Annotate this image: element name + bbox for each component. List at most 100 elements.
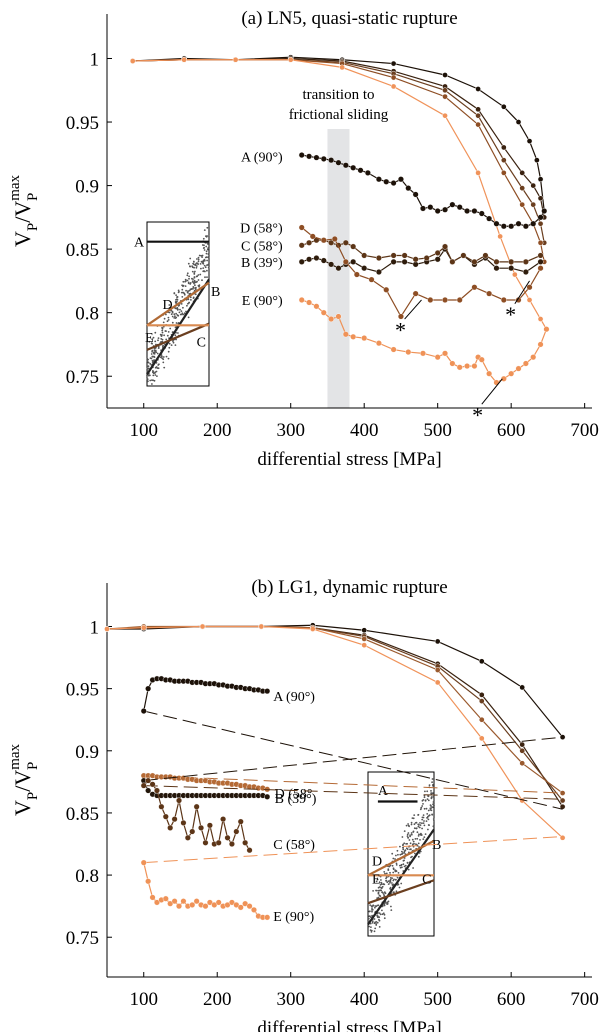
rupture-point: [233, 828, 240, 835]
inset-dot: [157, 339, 159, 342]
inset-dot: [419, 824, 422, 826]
series-label: A (90°): [273, 690, 315, 705]
inset-dot: [405, 843, 407, 845]
inset-dot: [159, 356, 162, 359]
rupture-point: [478, 356, 485, 363]
inset-dot: [392, 871, 395, 874]
y-tick-label: 0.9: [75, 742, 99, 763]
inset-dot: [389, 871, 391, 874]
inset-dot: [380, 886, 382, 889]
rupture-point: [486, 290, 493, 297]
inset-dot: [420, 834, 423, 836]
inset-dot: [402, 843, 404, 846]
asterisk-connector: [481, 378, 503, 405]
inset-dot: [411, 817, 414, 819]
inset-dot: [389, 887, 391, 890]
inset-dot: [430, 790, 432, 792]
inset-dot: [401, 850, 403, 853]
rupture-point: [180, 819, 187, 826]
inset-dot: [425, 807, 428, 810]
chart-panel-a: 100 200 300 400 500 600 700 0.75 0.8 0.85 0.9 0.95 1…: [7, 8, 599, 470]
inset-dot: [187, 290, 190, 292]
inset-dot: [207, 256, 210, 259]
series-point: [442, 87, 448, 94]
inset-dot: [395, 890, 398, 893]
rupture-point: [449, 258, 456, 265]
inset-dot: [176, 300, 178, 303]
rupture-point: [306, 299, 313, 306]
inset-line-c: [367, 879, 435, 905]
inset-dot: [150, 342, 153, 345]
inset-dot: [423, 824, 426, 827]
inset-dot: [417, 814, 419, 816]
series-point: [129, 58, 136, 64]
inset-dot: [413, 827, 416, 830]
inset-dot: [381, 913, 384, 916]
inset-dot: [194, 264, 197, 267]
inset-dot: [371, 921, 374, 924]
inset-dot: [146, 378, 149, 381]
rupture-point: [298, 296, 305, 303]
inset-dot: [391, 864, 394, 867]
inset-dot: [391, 882, 393, 884]
inset-dot: [159, 333, 162, 336]
inset-dot: [153, 352, 155, 355]
inset-dot: [192, 262, 195, 265]
rupture-point: [541, 207, 548, 214]
rupture-point: [335, 313, 342, 320]
inset-dot: [397, 853, 399, 856]
rupture-point: [167, 824, 174, 831]
rupture-point: [526, 284, 533, 291]
rupture-point: [140, 782, 147, 789]
inset-dot: [391, 877, 393, 880]
series-point: [475, 86, 481, 92]
inset-dot: [176, 298, 178, 301]
inset-dot: [396, 849, 399, 852]
inset-dot: [433, 819, 435, 822]
inset-dot: [147, 365, 150, 368]
inset-dot: [172, 341, 175, 344]
inset-dot: [409, 834, 411, 836]
inset-dot: [419, 808, 422, 811]
inset-dot: [165, 338, 168, 341]
inset-dot: [196, 258, 198, 260]
rupture-point: [500, 296, 507, 303]
inset-dot: [148, 340, 151, 343]
inset-dot: [155, 351, 158, 354]
inset-dot: [194, 293, 197, 296]
series-point: [181, 56, 188, 63]
series-point: [478, 716, 485, 723]
inset-dot: [387, 880, 390, 883]
rupture-point: [375, 269, 382, 276]
rupture-point: [361, 252, 368, 259]
inset-dot: [417, 842, 420, 845]
series-point: [526, 138, 533, 144]
rupture-point: [471, 284, 478, 291]
inset-dot: [147, 358, 150, 361]
inset-dot: [379, 889, 382, 892]
inset-dot: [154, 340, 157, 343]
rupture-point: [493, 265, 500, 272]
inset-dot: [156, 352, 159, 355]
inset-dot: [407, 836, 409, 839]
inset-sample: A B C DE: [367, 771, 441, 937]
rupture-point: [328, 261, 335, 268]
y-tick-label: 0.75: [66, 928, 99, 949]
inset-dot: [169, 327, 172, 330]
inset-dot: [206, 259, 209, 262]
inset-dot: [162, 356, 165, 358]
inset-dot: [412, 867, 414, 869]
rupture-point: [412, 256, 419, 263]
inset-line-d: [367, 839, 435, 877]
rupture-point: [419, 205, 426, 212]
inset-label-d: D: [163, 298, 173, 313]
inset-dot: [422, 814, 425, 816]
inset-dot: [198, 254, 201, 257]
inset-label-b: B: [432, 838, 441, 853]
inset-dot: [151, 383, 153, 385]
inset-dot: [161, 331, 164, 334]
inset-dot: [393, 891, 395, 894]
inset-dot: [403, 865, 406, 868]
inset-dot: [165, 330, 167, 332]
inset-dot: [193, 281, 196, 284]
